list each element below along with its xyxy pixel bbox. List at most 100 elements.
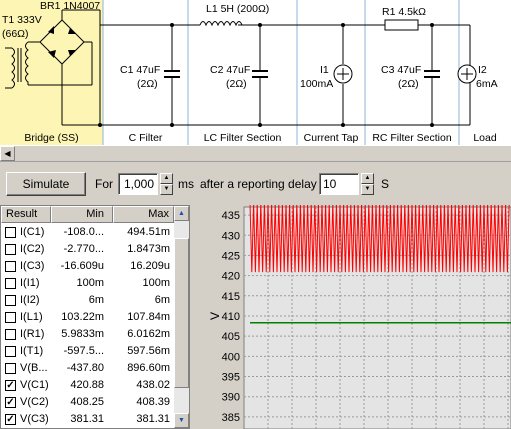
- row-max: 6.0162m: [127, 328, 170, 340]
- plot-pane: 435 430 425 420 415 410 405 400 395 390 385 V: [192, 205, 511, 429]
- bridge-diodes: [48, 26, 76, 58]
- row-max: 16.209u: [130, 260, 170, 272]
- row-name: I(C1): [20, 226, 45, 238]
- transformer-label: T1 333V: [2, 14, 42, 26]
- y-tick-label: 390: [222, 392, 240, 404]
- row-checkbox[interactable]: [5, 227, 16, 238]
- spin-up-icon[interactable]: ▲: [361, 173, 374, 184]
- row-name: V(C3): [20, 413, 49, 425]
- results-table: Result Min Max I(C1) -108.0... 494.51m I(C2…: [0, 205, 190, 429]
- table-row[interactable]: ✓ V(C1) 420.88 438.02: [1, 377, 174, 394]
- row-checkbox[interactable]: [5, 363, 16, 374]
- row-checkbox[interactable]: [5, 261, 16, 272]
- row-min: -108.0...: [63, 226, 104, 238]
- i1-value-label: 100mA: [300, 78, 334, 90]
- spin-down-icon[interactable]: ▼: [361, 184, 374, 195]
- row-max: 100m: [142, 277, 170, 289]
- y-tick-label: 410: [222, 311, 240, 323]
- row-checkbox[interactable]: ✓: [5, 380, 16, 391]
- scroll-thumb[interactable]: [174, 238, 189, 388]
- row-min: 408.25: [70, 396, 104, 408]
- table-row[interactable]: I(C2) -2.770... 1.8473m: [1, 241, 174, 258]
- duration-input[interactable]: [118, 173, 158, 195]
- spin-down-icon[interactable]: ▼: [160, 184, 173, 195]
- row-checkbox[interactable]: [5, 295, 16, 306]
- y-tick-label: 415: [222, 291, 240, 303]
- row-name: I(R1): [20, 328, 45, 340]
- y-axis-label: V: [208, 312, 222, 320]
- row-checkbox[interactable]: ✓: [5, 397, 16, 408]
- schematic-panel: BR1 1N4007 T1 333V (66Ω) L1 5H (200Ω) R1…: [0, 0, 511, 145]
- row-checkbox[interactable]: [5, 346, 16, 357]
- row-name: V(C1): [20, 379, 49, 391]
- delay-spinner[interactable]: ▲ ▼: [361, 173, 374, 195]
- row-min: -437.80: [66, 362, 104, 374]
- table-row[interactable]: ✓ V(C3) 381.31 381.31: [1, 411, 174, 428]
- y-tick-label: 420: [222, 271, 240, 283]
- scroll-up-icon[interactable]: ▲: [174, 206, 189, 221]
- bridge-section-bg: [0, 0, 103, 145]
- for-label: For: [95, 177, 113, 191]
- row-max: 597.56m: [127, 345, 170, 357]
- col-header-result[interactable]: Result: [1, 206, 51, 223]
- table-row[interactable]: I(T1) -597.5... 597.56m: [1, 343, 174, 360]
- current-source-symbols: [337, 68, 473, 80]
- row-max: 1.8473m: [127, 243, 170, 255]
- row-max: 408.39: [136, 396, 170, 408]
- c2-label: C2 47uF: [210, 64, 251, 76]
- table-row[interactable]: I(L1) 103.22m 107.84m: [1, 309, 174, 326]
- row-min: -597.5...: [63, 345, 104, 357]
- bridge-label: BR1 1N4007: [40, 0, 101, 12]
- row-checkbox[interactable]: [5, 278, 16, 289]
- inductor-l1: [199, 21, 243, 27]
- row-checkbox[interactable]: [5, 244, 16, 255]
- row-max: 6m: [154, 294, 170, 306]
- table-row[interactable]: I(I2) 6m 6m: [1, 292, 174, 309]
- table-row[interactable]: I(I1) 100m 100m: [1, 275, 174, 292]
- duration-spinner[interactable]: ▲ ▼: [160, 173, 173, 195]
- row-checkbox[interactable]: [5, 312, 16, 323]
- y-tick-label: 435: [222, 210, 240, 222]
- i2-value-label: 6mA: [476, 78, 498, 90]
- resistor-r1: [384, 19, 419, 31]
- junction-dots: [98, 23, 434, 127]
- inductor-label: L1 5H (200Ω): [206, 3, 270, 15]
- table-row[interactable]: I(C1) -108.0... 494.51m: [1, 224, 174, 241]
- section-bridge: Bridge (SS): [24, 132, 79, 144]
- voltage-chart[interactable]: 435 430 425 420 415 410 405 400 395 390 385 V: [192, 205, 511, 429]
- schematic-hscrollbar[interactable]: ◀: [0, 145, 511, 161]
- table-row[interactable]: I(C3) -16.609u 16.209u: [1, 258, 174, 275]
- row-name: I(I1): [20, 277, 40, 289]
- row-min: 381.31: [70, 413, 104, 425]
- row-name: I(I2): [20, 294, 40, 306]
- scroll-left-icon[interactable]: ◀: [0, 146, 15, 161]
- spin-up-icon[interactable]: ▲: [160, 173, 173, 184]
- row-name: I(L1): [20, 311, 43, 323]
- row-min: 6m: [88, 294, 104, 306]
- schematic-drawing: [0, 0, 477, 145]
- table-vscrollbar[interactable]: ▲ ▼: [174, 206, 189, 428]
- y-tick-label: 385: [222, 412, 240, 424]
- table-row[interactable]: V(B... -437.80 896.60m: [1, 360, 174, 377]
- section-current-tap: Current Tap: [303, 132, 359, 144]
- row-max: 381.31: [136, 413, 170, 425]
- section-load: Load: [473, 132, 497, 144]
- ms-label: ms: [178, 177, 194, 191]
- row-max: 896.60m: [127, 362, 170, 374]
- table-row[interactable]: ✓ V(C2) 408.25 408.39: [1, 394, 174, 411]
- table-row[interactable]: I(R1) 5.9833m 6.0162m: [1, 326, 174, 343]
- row-checkbox[interactable]: ✓: [5, 414, 16, 425]
- row-name: I(T1): [20, 345, 44, 357]
- row-min: 100m: [76, 277, 104, 289]
- row-min: -16.609u: [60, 260, 104, 272]
- col-header-max[interactable]: Max: [113, 206, 174, 223]
- capacitor-plates: [164, 70, 440, 78]
- scroll-down-icon[interactable]: ▼: [174, 413, 189, 428]
- s-label: S: [381, 177, 390, 191]
- col-header-min[interactable]: Min: [51, 206, 113, 223]
- c3-label: C3 47uF: [381, 64, 422, 76]
- delay-input[interactable]: [319, 173, 359, 195]
- simulate-button[interactable]: Simulate: [6, 172, 86, 196]
- y-tick-label: 395: [222, 372, 240, 384]
- row-checkbox[interactable]: [5, 329, 16, 340]
